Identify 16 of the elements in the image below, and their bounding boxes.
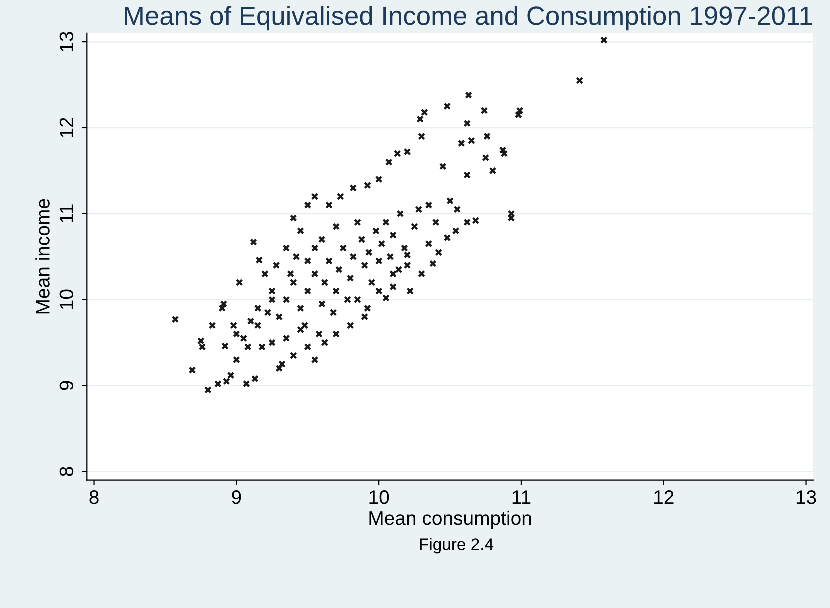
y-tick-label: 12 <box>60 118 74 138</box>
y-axis-title: Mean income <box>36 199 50 314</box>
chart-title: Means of Equivalised Income and Consumption 1997-2011 <box>125 6 812 31</box>
y-tick-label: 8 <box>60 467 74 476</box>
x-tick-label: 12 <box>654 490 674 504</box>
x-tick-label: 10 <box>370 490 390 504</box>
x-tick-label: 11 <box>512 490 531 504</box>
y-tick-label: 13 <box>60 32 74 52</box>
y-tick-label: 10 <box>60 290 74 310</box>
caption: Figure 2.4 <box>420 538 494 554</box>
x-tick-label: 8 <box>90 490 99 504</box>
y-tick-label: 11 <box>60 204 74 223</box>
x-tick-label: 9 <box>232 490 242 504</box>
y-tick-label: 9 <box>60 381 74 390</box>
x-axis-title: Mean consumption <box>370 510 532 530</box>
x-tick-label: 13 <box>796 490 816 504</box>
